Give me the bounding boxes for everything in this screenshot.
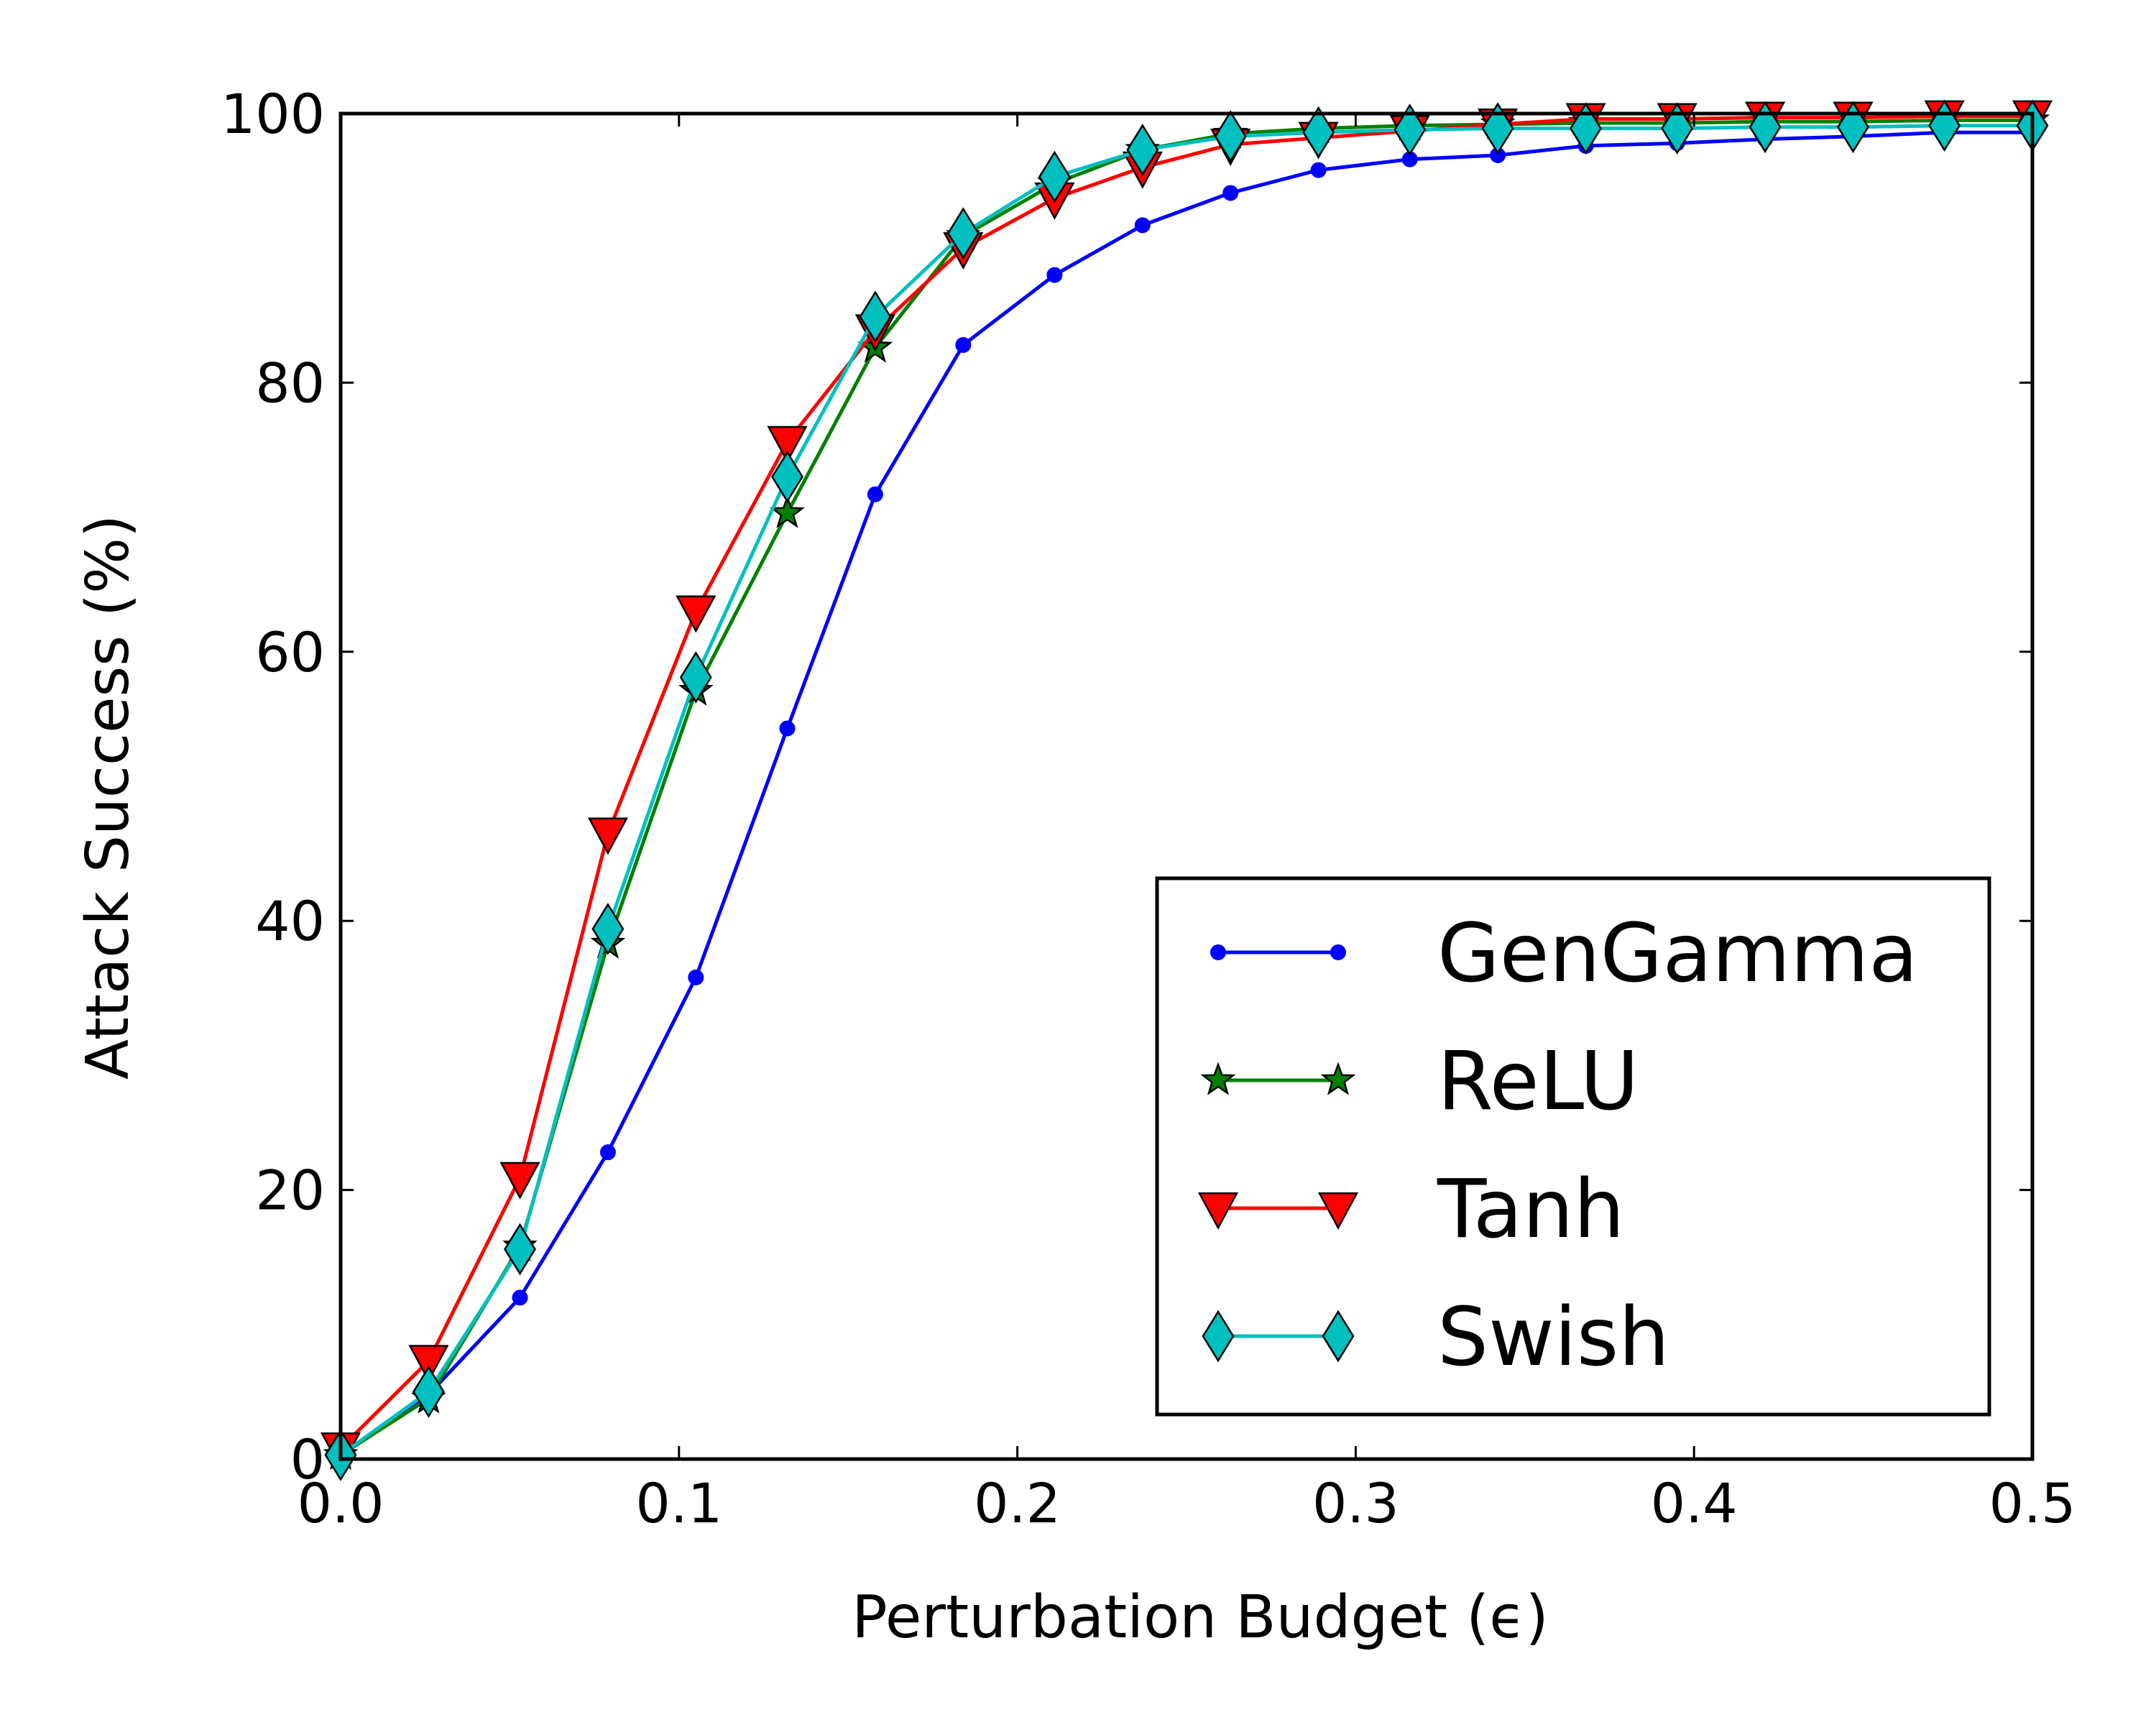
legend-entry-relu: ReLU	[1200, 1035, 1639, 1128]
legend-label: Tanh	[1437, 1163, 1624, 1256]
legend-entry-tanh: Tanh	[1197, 1163, 1624, 1256]
axes-frame	[338, 111, 2035, 1461]
series-line-gengamma	[339, 130, 2032, 1457]
legend-marker	[1322, 1310, 1355, 1363]
data-point-gengamma	[599, 1144, 616, 1161]
data-point-tanh	[408, 1345, 449, 1383]
data-point-gengamma	[1046, 267, 1063, 283]
data-point-swish	[1570, 102, 1602, 155]
data-point-gengamma	[1134, 217, 1151, 234]
data-point-swish	[946, 207, 980, 259]
legend-marker	[1202, 1310, 1235, 1363]
y-tick-label: 60	[255, 620, 325, 684]
data-point-relu	[769, 494, 805, 528]
y-tick-label: 100	[221, 82, 325, 146]
data-point-tanh	[499, 1162, 540, 1200]
data-point-swish	[1126, 124, 1159, 176]
axes-border	[338, 111, 2035, 1461]
data-point-swish	[1214, 110, 1247, 163]
data-point-swish	[1302, 106, 1335, 159]
data-point-gengamma	[867, 486, 883, 502]
data-point-swish	[1038, 150, 1071, 203]
y-tick-label: 80	[255, 351, 325, 415]
ticks-layer: 0.0 0.1 0.2 0.3 0.4 0.5 0 20 40 60 80 100	[221, 82, 2076, 1535]
data-point-gengamma	[1222, 185, 1239, 201]
data-point-gengamma	[512, 1289, 528, 1306]
x-tick-label: 0.2	[974, 1471, 1061, 1535]
legend-marker	[1317, 1192, 1359, 1230]
data-point-tanh	[767, 426, 808, 464]
series-line-tanh	[339, 114, 2032, 1450]
y-tick-label: 0	[290, 1427, 325, 1491]
data-point-tanh	[676, 595, 717, 633]
legend-marker	[1210, 944, 1226, 960]
data-point-swish	[1481, 102, 1514, 155]
data-point-gengamma	[779, 720, 796, 737]
legend-marker	[1200, 1062, 1236, 1095]
legend: GenGamma ReLU Tanh Swish	[1155, 876, 1991, 1417]
y-tick-label: 40	[255, 889, 325, 953]
data-point-swish	[504, 1223, 536, 1276]
legend-label: ReLU	[1437, 1035, 1639, 1128]
data-point-gengamma	[688, 969, 704, 985]
data-point-swish	[771, 451, 803, 503]
legend-entry-gengamma: GenGamma	[1210, 907, 1918, 1000]
x-tick-label: 0.0	[298, 1471, 384, 1535]
data-point-tanh	[587, 817, 628, 855]
legend-marker	[1330, 944, 1346, 960]
data-point-swish	[1393, 104, 1427, 156]
data-point-swish	[412, 1366, 445, 1418]
legend-entry-swish: Swish	[1202, 1291, 1669, 1384]
legend-marker	[1197, 1192, 1239, 1230]
series-swish	[324, 99, 2049, 1481]
data-point-gengamma	[1310, 162, 1327, 178]
y-axis-title: Attack Success (%)	[74, 515, 142, 1080]
data-point-swish	[1661, 102, 1694, 155]
x-tick-label: 0.4	[1651, 1471, 1738, 1535]
x-axis-title: Perturbation Budget (ϵ)	[852, 1583, 1548, 1652]
x-tick-label: 0.1	[635, 1471, 722, 1535]
legend-label: Swish	[1437, 1291, 1669, 1384]
legend-marker	[1320, 1062, 1356, 1095]
data-point-swish	[679, 651, 712, 704]
data-point-swish	[591, 903, 625, 955]
x-tick-label: 0.5	[1989, 1471, 2076, 1535]
data-point-swish	[859, 290, 892, 344]
legend-label: GenGamma	[1437, 907, 1918, 1000]
data-point-gengamma	[955, 336, 972, 353]
x-tick-label: 0.3	[1312, 1471, 1399, 1535]
legend-box	[1155, 876, 1991, 1417]
y-tick-label: 20	[255, 1159, 325, 1223]
